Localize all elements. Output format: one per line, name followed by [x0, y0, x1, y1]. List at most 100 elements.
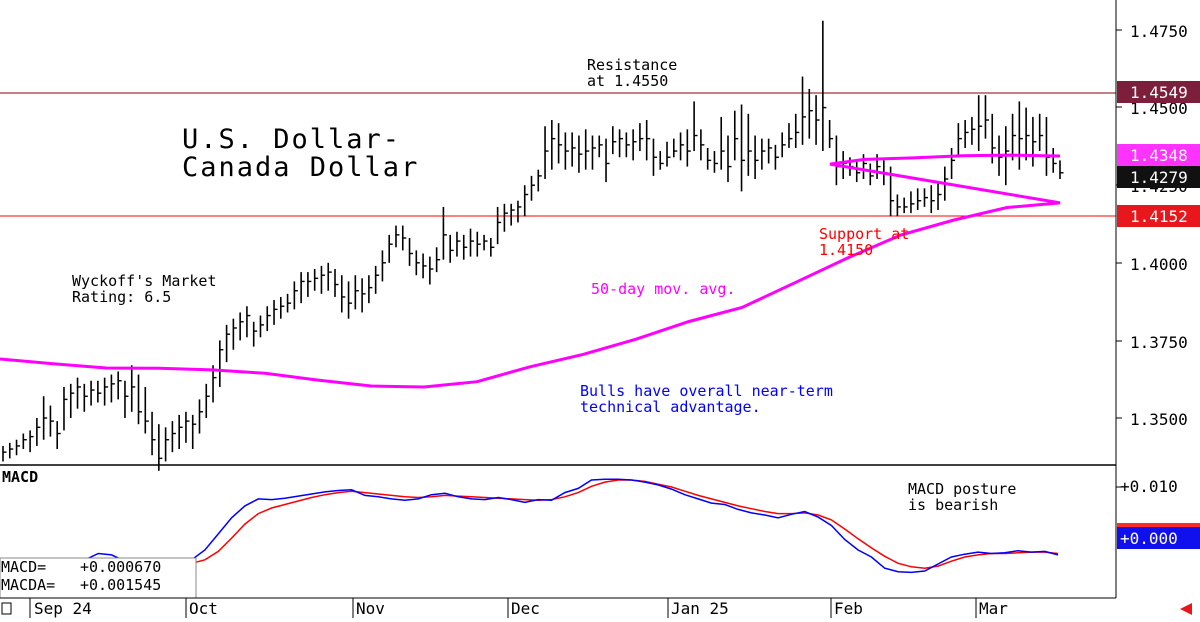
price-bar — [456, 231, 461, 257]
price-bar — [144, 386, 149, 434]
resistance-price-tag — [1117, 81, 1200, 103]
price-bar — [1052, 147, 1057, 173]
macd-posture-line-1: MACD posture — [908, 480, 1016, 498]
y-tick-label: 1.4000 — [1130, 255, 1188, 274]
macd-y-tick: +0.010 — [1116, 477, 1178, 496]
price-bar — [652, 138, 657, 176]
macd-value-tag-text: +0.000 — [1120, 529, 1178, 548]
price-bar — [537, 169, 542, 192]
price-bar — [368, 275, 373, 304]
price-bar — [49, 405, 54, 437]
y-tick-label: 1.3500 — [1130, 410, 1188, 429]
x-tick: Feb — [830, 598, 863, 618]
price-bar — [219, 340, 224, 387]
price-bar — [639, 123, 644, 152]
price-bar — [374, 265, 380, 294]
arrow-left-icon[interactable] — [1180, 603, 1192, 615]
y-tick: 1.4000 — [1116, 255, 1188, 274]
price-bar — [205, 383, 210, 418]
price-bar — [151, 411, 156, 456]
price-bar — [625, 132, 630, 158]
price-bar — [347, 281, 353, 319]
price-bar — [544, 126, 549, 179]
price-bar — [1059, 160, 1064, 179]
price-bar — [408, 237, 414, 266]
price-bar — [1018, 101, 1023, 170]
price-bar — [22, 433, 27, 450]
price-bar — [618, 129, 624, 158]
price-bar — [788, 123, 793, 148]
price-bar — [164, 427, 170, 462]
price-bar — [794, 113, 800, 148]
price-bar — [300, 272, 305, 304]
price-bar — [401, 225, 407, 251]
price-bar — [1011, 113, 1017, 161]
price-bar — [971, 116, 976, 145]
price-bar — [130, 365, 136, 412]
wyckoff-rating-line-2: Rating: 6.5 — [72, 288, 171, 306]
price-bar — [720, 116, 725, 170]
resistance-price-tag-text: 1.4549 — [1130, 83, 1188, 102]
price-bar — [1025, 107, 1030, 161]
macda-readout-label: MACDA= — [1, 576, 55, 594]
right-axis: 1.4750 1.4500 1.4250 1.4000 1.3750 1.350… — [1115, 0, 1200, 598]
price-bar — [97, 380, 102, 403]
price-bar — [2, 445, 7, 462]
price-bar — [171, 421, 176, 453]
price-bar — [259, 315, 264, 338]
price-bar — [36, 418, 41, 446]
price-bar — [551, 120, 556, 170]
price-bar — [964, 120, 969, 148]
price-bar — [672, 138, 678, 158]
x-tick: Nov — [352, 598, 385, 618]
last-price-tag — [1117, 166, 1200, 188]
price-bar — [76, 377, 82, 409]
price-bar — [950, 147, 956, 179]
resistance-label-line-1: Resistance — [587, 56, 677, 74]
price-bar — [191, 414, 197, 450]
bulls-annotation-line-2: technical advantage. — [580, 398, 761, 416]
price-bar — [530, 175, 535, 201]
price-bar — [178, 414, 183, 450]
price-bar — [293, 281, 298, 310]
y-tick-label: 1.3750 — [1130, 333, 1188, 352]
price-bar — [747, 113, 752, 176]
price-bar — [774, 144, 779, 170]
x-tick-label: Nov — [356, 599, 385, 618]
price-bar — [29, 430, 34, 453]
price-bar — [232, 318, 237, 350]
y-tick-label: 1.4750 — [1130, 22, 1188, 41]
bulls-annotation-line-1: Bulls have overall near-term — [580, 382, 833, 400]
price-bar — [605, 138, 610, 183]
price-bar — [632, 129, 637, 161]
price-bar — [273, 300, 278, 325]
price-bar — [727, 135, 732, 183]
support-label-line-2: 1.4150 — [819, 241, 873, 259]
price-bar — [679, 132, 685, 161]
price-bar — [442, 206, 447, 260]
macd-title: MACD — [2, 468, 38, 486]
price-bar — [313, 269, 319, 291]
price-bar — [937, 182, 942, 211]
price-bar — [869, 163, 874, 186]
price-bar — [361, 278, 366, 313]
y-tick: 1.4750 — [1116, 22, 1188, 41]
price-bar — [571, 132, 576, 167]
price-bar — [415, 250, 420, 276]
price-bar — [896, 194, 901, 217]
price-bar — [503, 203, 508, 232]
y-tick: 1.4500 — [1116, 99, 1188, 118]
x-tick: Sep 24 — [29, 598, 92, 618]
resistance-label-line-2: at 1.4550 — [587, 72, 668, 90]
price-bar — [1032, 116, 1037, 167]
x-tick-label: Dec — [511, 599, 540, 618]
price-bar — [69, 383, 75, 418]
price-bar — [334, 269, 339, 297]
price-bar — [476, 231, 481, 257]
price-bar — [435, 247, 441, 273]
price-bar — [327, 262, 332, 291]
price-bar — [246, 306, 251, 338]
price-bar — [733, 110, 739, 161]
price-bar — [395, 225, 400, 248]
